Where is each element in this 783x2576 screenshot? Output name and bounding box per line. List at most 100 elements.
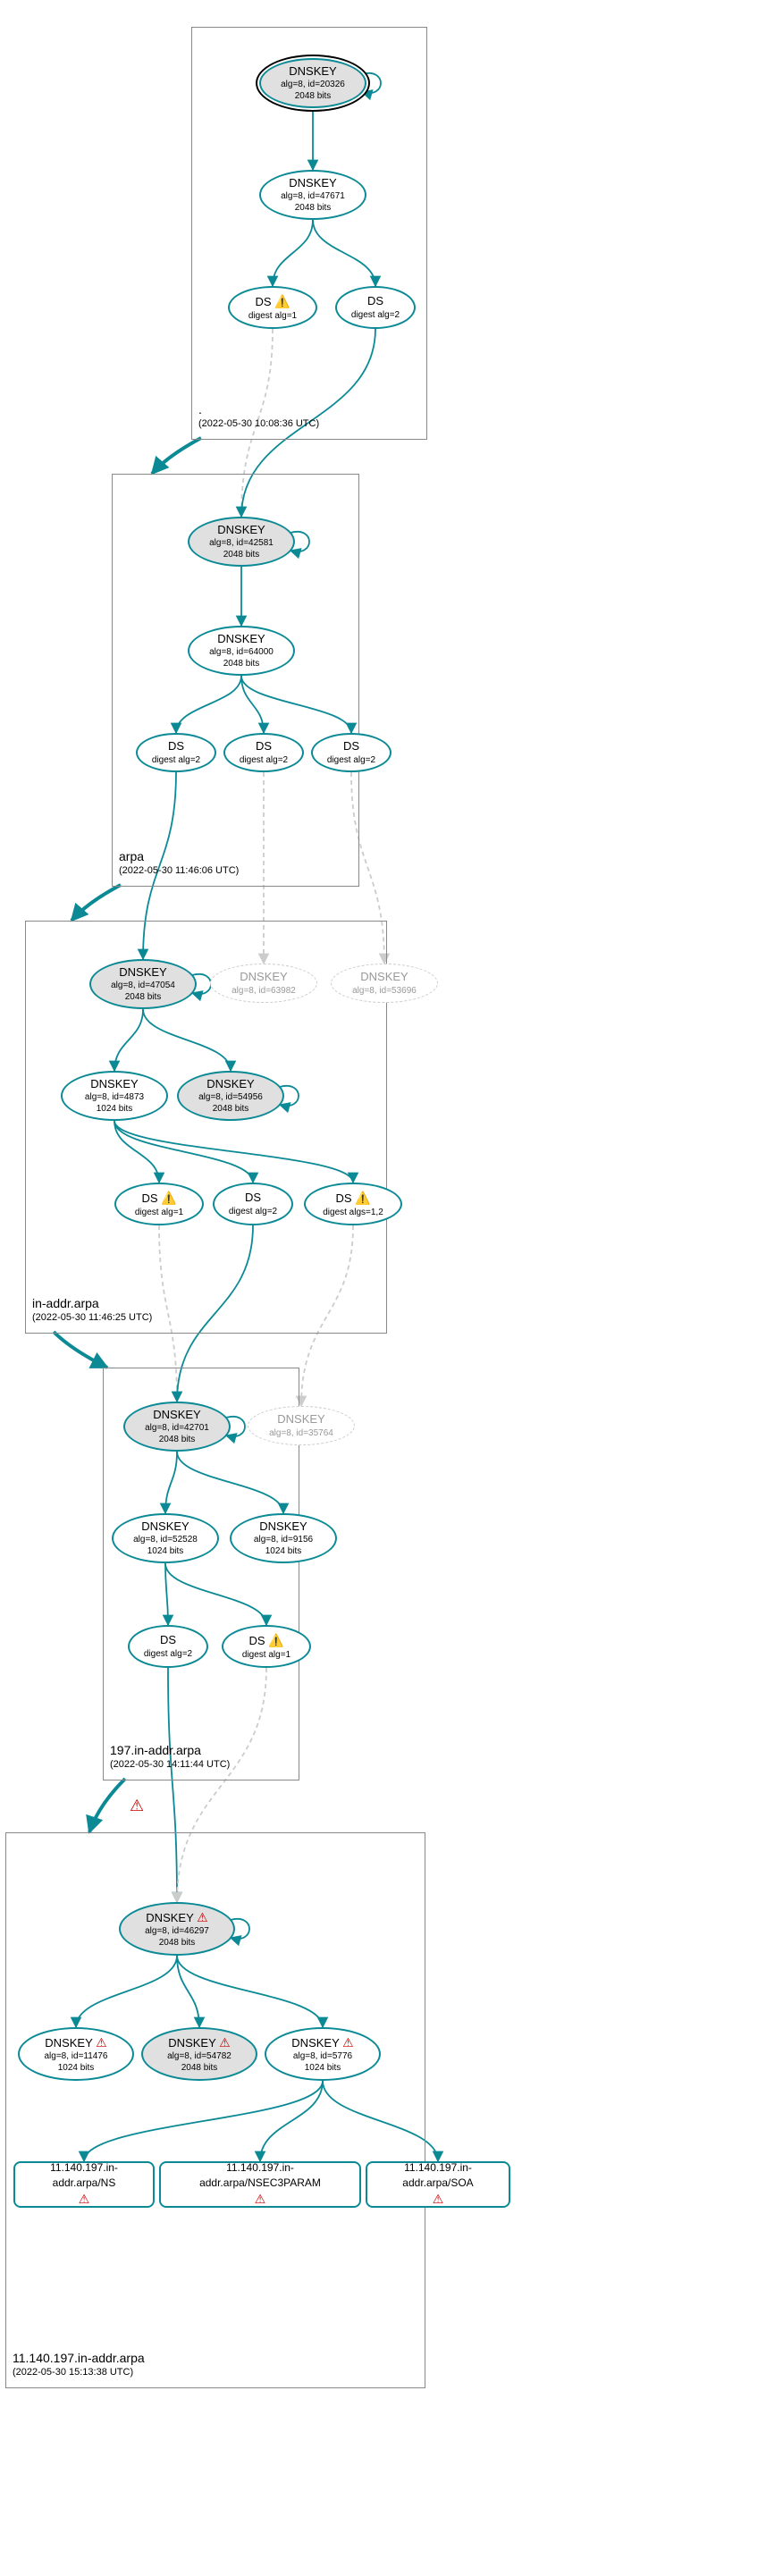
zone-timestamp: (2022-05-30 11:46:25 UTC) <box>32 1312 152 1323</box>
rrset-node: 11.140.197.in-addr.arpa/SOA⚠ <box>366 2161 510 2208</box>
dnskey-node: DSdigest alg=2 <box>335 286 416 329</box>
node-title: DNSKEY <box>289 64 336 80</box>
node-detail: alg=8, id=42581 <box>209 537 274 549</box>
node-detail: digest alg=2 <box>152 754 200 766</box>
node-title: DNSKEY ⚠ <box>168 2034 230 2051</box>
rrset-label: 11.140.197.in-addr.arpa/NS <box>22 2160 146 2191</box>
node-title: DNSKEY <box>289 176 336 191</box>
node-detail: 2048 bits <box>213 1103 249 1115</box>
node-detail: 1024 bits <box>305 2062 341 2074</box>
node-title: DS <box>245 1191 261 1206</box>
node-detail: 2048 bits <box>159 1937 196 1949</box>
dnskey-node: DSdigest alg=2 <box>223 733 304 772</box>
dnskey-node: DNSKEYalg=8, id=63982 <box>210 964 317 1003</box>
node-detail: 2048 bits <box>295 90 332 102</box>
node-detail: alg=8, id=63982 <box>232 985 296 997</box>
dnskey-node: DNSKEY ⚠alg=8, id=57761024 bits <box>265 2027 381 2081</box>
node-detail: 2048 bits <box>125 991 162 1003</box>
dnskey-node: DNSKEY ⚠alg=8, id=114761024 bits <box>18 2027 134 2081</box>
node-detail: digest alg=1 <box>248 310 297 322</box>
zone-label: arpa <box>119 849 144 863</box>
dnskey-node: DS ⚠️digest alg=1 <box>114 1183 204 1225</box>
node-detail: alg=8, id=9156 <box>254 1534 313 1545</box>
dnskey-node: DNSKEYalg=8, id=203262048 bits <box>259 58 366 108</box>
node-detail: 1024 bits <box>265 1545 302 1557</box>
node-title: DNSKEY <box>119 965 166 981</box>
node-detail: digest alg=2 <box>144 1648 192 1660</box>
rrset-label: 11.140.197.in-addr.arpa/NSEC3PARAM <box>168 2160 352 2191</box>
node-detail: 1024 bits <box>147 1545 184 1557</box>
node-title: DNSKEY <box>259 1520 307 1535</box>
node-title: DS ⚠️ <box>335 1190 370 1207</box>
node-detail: digest alg=2 <box>351 309 400 321</box>
error-icon: ⚠ <box>342 2034 354 2050</box>
node-detail: alg=8, id=5776 <box>293 2050 352 2062</box>
error-icon: ⚠ <box>219 2034 231 2050</box>
zone-timestamp: (2022-05-30 14:11:44 UTC) <box>110 1759 230 1770</box>
dnskey-node: DS ⚠️digest algs=1,2 <box>304 1183 402 1225</box>
node-title: DNSKEY <box>206 1077 254 1092</box>
zone-timestamp: (2022-05-30 15:13:38 UTC) <box>13 2367 133 2378</box>
zone-label: in-addr.arpa <box>32 1296 99 1310</box>
dnskey-node: DNSKEYalg=8, id=425812048 bits <box>188 517 295 567</box>
node-title: DNSKEY ⚠ <box>45 2034 106 2051</box>
node-title: DNSKEY <box>217 632 265 647</box>
node-title: DNSKEY <box>153 1408 200 1423</box>
dnskey-node: DS ⚠️digest alg=1 <box>228 286 317 329</box>
rrset-label: 11.140.197.in-addr.arpa/SOA <box>375 2160 501 2191</box>
node-title: DS <box>160 1633 176 1648</box>
error-icon: ⚠ <box>255 2191 266 2209</box>
node-detail: digest alg=2 <box>240 754 288 766</box>
node-detail: digest alg=1 <box>242 1649 290 1661</box>
node-detail: alg=8, id=46297 <box>145 1925 209 1937</box>
node-detail: alg=8, id=54782 <box>167 2050 232 2062</box>
node-detail: alg=8, id=11476 <box>45 2050 108 2062</box>
node-detail: 2048 bits <box>223 658 260 669</box>
dnskey-node: DSdigest alg=2 <box>311 733 392 772</box>
node-title: DNSKEY ⚠ <box>291 2034 353 2051</box>
node-title: DS ⚠️ <box>248 1632 283 1649</box>
dnskey-node: DNSKEY ⚠alg=8, id=462972048 bits <box>119 1902 235 1956</box>
node-detail: alg=8, id=47054 <box>111 980 175 991</box>
dnskey-node: DNSKEYalg=8, id=470542048 bits <box>89 959 197 1009</box>
node-detail: 1024 bits <box>58 2062 95 2074</box>
error-icon: ⚠ <box>197 1909 208 1925</box>
node-detail: 2048 bits <box>181 2062 218 2074</box>
error-icon: ⚠ <box>96 2034 107 2050</box>
dnskey-node: DSdigest alg=2 <box>128 1625 208 1668</box>
node-detail: digest alg=2 <box>229 1206 277 1217</box>
dnskey-node: DSdigest alg=2 <box>136 733 216 772</box>
node-title: DNSKEY <box>277 1412 324 1427</box>
dnskey-node: DNSKEY ⚠alg=8, id=547822048 bits <box>141 2027 257 2081</box>
node-title: DS <box>367 294 383 309</box>
dnskey-node: DNSKEYalg=8, id=91561024 bits <box>230 1513 337 1563</box>
warning-icon: ⚠️ <box>274 293 290 309</box>
warning-icon: ⚠️ <box>161 1190 176 1206</box>
dnskey-node: DS ⚠️digest alg=1 <box>222 1625 311 1668</box>
node-detail: alg=8, id=54956 <box>198 1091 263 1103</box>
node-title: DNSKEY <box>240 970 287 985</box>
zone-label: 11.140.197.in-addr.arpa <box>13 2351 145 2365</box>
warning-icon: ⚠️ <box>355 1190 370 1206</box>
node-title: DNSKEY <box>217 523 265 538</box>
dnskey-node: DNSKEYalg=8, id=476712048 bits <box>259 170 366 220</box>
error-icon: ⚠ <box>130 1797 144 1815</box>
node-detail: 1024 bits <box>97 1103 133 1115</box>
zone-label: . <box>198 402 202 417</box>
dnskey-node: DNSKEYalg=8, id=549562048 bits <box>177 1071 284 1121</box>
zone-label: 197.in-addr.arpa <box>110 1743 201 1757</box>
node-title: DNSKEY <box>360 970 408 985</box>
node-title: DNSKEY <box>141 1520 189 1535</box>
warning-icon: ⚠️ <box>268 1632 283 1648</box>
dnskey-node: DNSKEYalg=8, id=427012048 bits <box>123 1402 231 1452</box>
zone-timestamp: (2022-05-30 11:46:06 UTC) <box>119 865 239 876</box>
dnskey-node: DNSKEYalg=8, id=53696 <box>331 964 438 1003</box>
node-detail: alg=8, id=42701 <box>145 1422 209 1434</box>
node-title: DS <box>168 739 184 754</box>
node-detail: 2048 bits <box>159 1434 196 1445</box>
dnskey-node: DNSKEYalg=8, id=35764 <box>248 1406 355 1445</box>
node-detail: digest alg=2 <box>327 754 375 766</box>
node-title: DS ⚠️ <box>255 293 290 310</box>
node-detail: 2048 bits <box>223 549 260 560</box>
node-title: DS <box>256 739 272 754</box>
